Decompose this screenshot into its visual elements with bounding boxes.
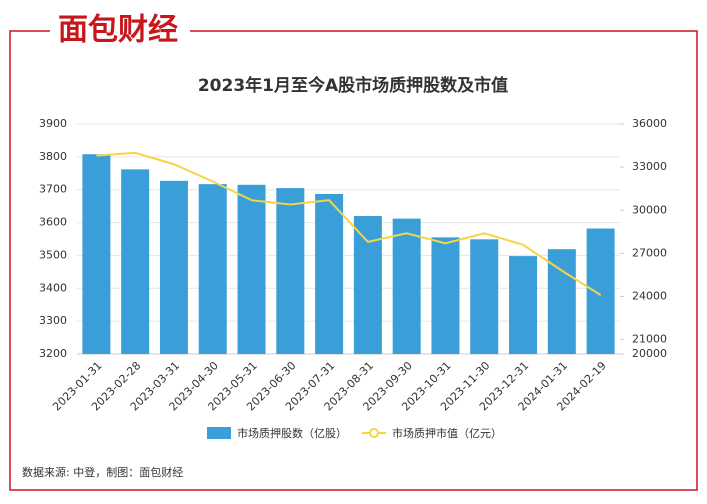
bar	[82, 154, 111, 354]
y-tick-label: 3200	[39, 347, 67, 360]
y2-tick-label: 30000	[632, 203, 667, 216]
line	[96, 151, 602, 296]
y2-tick-label: 21000	[632, 333, 667, 346]
y-tick-label: 3700	[39, 183, 67, 196]
bar	[586, 228, 615, 354]
legend-swatch	[207, 427, 231, 439]
bar	[547, 249, 576, 354]
bar	[353, 216, 382, 354]
y2-tick-label: 24000	[632, 290, 667, 303]
bar	[470, 239, 499, 354]
source: 数据来源: 中登，制图：面包财经	[22, 465, 183, 479]
y2-tick-label: 20000	[632, 347, 667, 360]
bar	[315, 193, 344, 354]
frame	[9, 30, 698, 491]
bar	[237, 184, 266, 354]
chart-title: 2023年1月至今A股市场质押股数及市值	[198, 75, 508, 96]
bar	[121, 169, 150, 354]
bar	[392, 218, 421, 354]
bar	[159, 180, 188, 354]
y-tick-label: 3500	[39, 248, 67, 261]
y-tick-label: 3900	[39, 117, 67, 130]
y2-tick-label: 33000	[632, 160, 667, 173]
y2-tick-label: 36000	[632, 117, 667, 130]
bar	[509, 256, 538, 354]
bar	[276, 188, 305, 354]
logo: 面包财经	[58, 13, 178, 48]
bar	[431, 237, 460, 354]
y-tick-label: 3400	[39, 281, 67, 294]
y-tick-label: 3800	[39, 150, 67, 163]
bar	[198, 184, 227, 354]
legend-swatch	[369, 428, 379, 438]
y-tick-label: 3600	[39, 216, 67, 229]
y2-tick-label: 27000	[632, 246, 667, 259]
legend-label: 市场质押股数（亿股）	[237, 426, 347, 440]
legend-label: 市场质押市值（亿元）	[392, 426, 502, 440]
y-tick-label: 3300	[39, 314, 67, 327]
